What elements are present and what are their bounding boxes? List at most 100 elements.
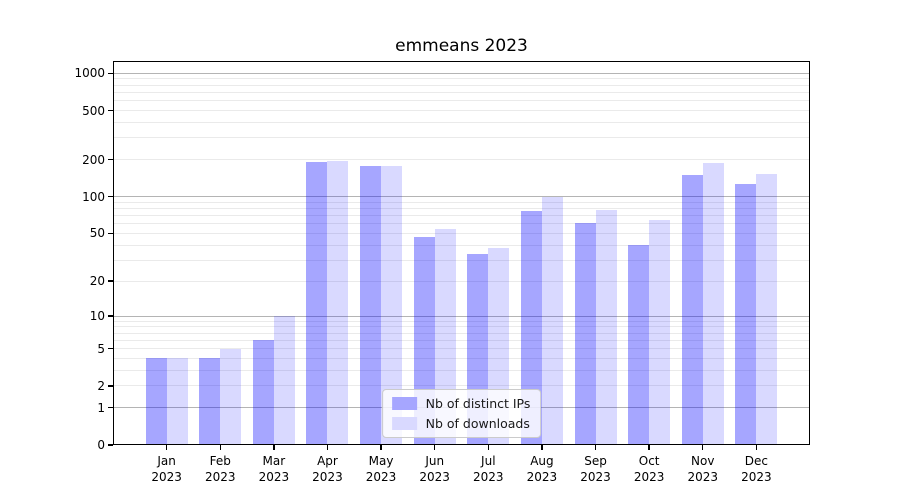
major-gridline-100	[113, 196, 810, 198]
x-tick-label-year: 2023	[312, 469, 343, 484]
x-tick-label-month: Aug	[530, 454, 554, 468]
x-tick-label-month: Jan	[157, 454, 176, 468]
bar-downloads-sep	[595, 209, 617, 445]
bar-downloads-oct	[649, 219, 671, 445]
minor-gridline-500	[113, 110, 810, 112]
minor-gridline-600	[113, 100, 810, 102]
bar-downloads-aug	[541, 196, 563, 445]
y-tick-20	[108, 280, 113, 282]
minor-gridline-300	[113, 137, 810, 139]
legend: Nb of distinct IPs Nb of downloads	[381, 389, 542, 438]
minor-gridline-60	[113, 223, 810, 225]
x-tick-label-year: 2023	[741, 469, 772, 484]
major-gridline-10	[113, 315, 810, 317]
x-tick-label-year: 2023	[633, 469, 665, 484]
x-tick-label-year: 2023	[258, 469, 290, 484]
chart-title: emmeans 2023	[395, 36, 528, 56]
y-tick-1000	[108, 72, 113, 74]
minor-gridline-70	[113, 215, 810, 217]
minor-gridline-9	[113, 320, 810, 322]
legend-swatch-distinct-ips-icon	[391, 397, 417, 410]
x-tick-label-oct: Oct 2023	[618, 454, 680, 485]
x-tick-label-may: May 2023	[350, 454, 412, 485]
y-tick-50	[108, 232, 113, 235]
x-tick-label-year: 2023	[687, 469, 719, 484]
y-tick-200	[108, 158, 113, 161]
x-tick-label-feb: Feb 2023	[189, 454, 251, 485]
y-tick-label-10: 10	[89, 308, 105, 323]
y-tick-5	[108, 347, 113, 350]
x-tick-may	[380, 445, 382, 450]
x-tick-label-month: Oct	[638, 454, 660, 468]
minor-gridline-2	[113, 385, 810, 387]
x-tick-label-month: Nov	[691, 454, 715, 468]
x-tick-label-apr: Apr 2023	[296, 454, 358, 485]
minor-gridline-90	[113, 201, 810, 203]
x-tick-label-year: 2023	[526, 469, 558, 484]
y-tick-label-2: 2	[97, 378, 105, 393]
bar-distinct-ips-jan	[145, 358, 167, 445]
y-tick-2	[108, 385, 113, 387]
minor-gridline-3	[113, 369, 810, 371]
legend-label-distinct-ips: Nb of distinct IPs	[425, 396, 531, 411]
minor-gridline-80	[113, 208, 810, 210]
x-tick-label-jan: Jan 2023	[136, 454, 198, 485]
y-tick-label-1: 1	[97, 400, 105, 415]
x-tick-label-month: Apr	[317, 454, 338, 468]
minor-gridline-5	[113, 348, 810, 350]
bar-distinct-ips-nov	[681, 175, 703, 445]
legend-item-distinct-ips: Nb of distinct IPs	[391, 396, 531, 411]
bar-downloads-jan	[166, 358, 188, 445]
y-tick-500	[108, 109, 113, 112]
x-tick-apr	[326, 445, 329, 450]
y-tick-label-200: 200	[82, 152, 105, 167]
bar-distinct-ips-sep	[574, 222, 596, 445]
minor-gridline-700	[113, 91, 810, 93]
minor-gridline-8	[113, 326, 810, 328]
x-tick-label-month: Sep	[584, 454, 607, 468]
bar-downloads-may	[381, 166, 403, 445]
x-tick-label-year: 2023	[473, 469, 504, 484]
x-tick-oct	[648, 445, 650, 450]
minor-gridline-20	[113, 280, 810, 282]
bar-distinct-ips-oct	[628, 245, 650, 445]
minor-gridline-7	[113, 332, 810, 334]
legend-label-downloads: Nb of downloads	[425, 416, 530, 431]
bar-downloads-feb	[220, 348, 242, 445]
y-tick-100	[108, 195, 113, 198]
legend-swatch-downloads-icon	[391, 417, 417, 430]
minor-gridline-30	[113, 259, 810, 261]
y-tick-label-0: 0	[97, 438, 105, 452]
x-tick-label-year: 2023	[204, 469, 236, 484]
major-gridline-1000	[113, 72, 810, 74]
x-tick-label-dec: Dec 2023	[725, 454, 787, 485]
minor-gridline-50	[113, 232, 810, 234]
x-tick-label-nov: Nov 2023	[672, 454, 734, 485]
bar-distinct-ips-feb	[199, 358, 221, 445]
x-tick-label-month: Mar	[262, 454, 286, 468]
x-tick-label-year: 2023	[365, 469, 397, 484]
x-tick-label-year: 2023	[419, 469, 450, 484]
minor-gridline-400	[113, 122, 810, 124]
x-tick-label-aug: Aug 2023	[511, 454, 573, 485]
x-tick-label-year: 2023	[580, 469, 611, 484]
y-tick-1	[108, 407, 113, 409]
x-tick-label-year: 2023	[151, 469, 182, 484]
y-tick-label-20: 20	[89, 274, 105, 289]
x-tick-aug	[541, 445, 543, 450]
y-tick-0	[108, 444, 113, 446]
x-tick-label-month: Jun	[425, 454, 445, 468]
x-tick-label-sep: Sep 2023	[565, 454, 627, 485]
y-tick-label-5: 5	[97, 341, 105, 356]
x-tick-label-month: May	[368, 454, 394, 468]
bar-distinct-ips-dec	[735, 183, 757, 445]
x-tick-label-month: Jul	[481, 454, 496, 468]
x-tick-feb	[219, 445, 221, 450]
plot-frame	[113, 61, 810, 445]
x-tick-jan	[165, 445, 168, 450]
x-tick-label-month: Dec	[744, 454, 768, 468]
x-tick-label-month: Feb	[209, 454, 231, 468]
y-tick-10	[108, 315, 113, 317]
x-tick-label-mar: Mar 2023	[243, 454, 305, 485]
